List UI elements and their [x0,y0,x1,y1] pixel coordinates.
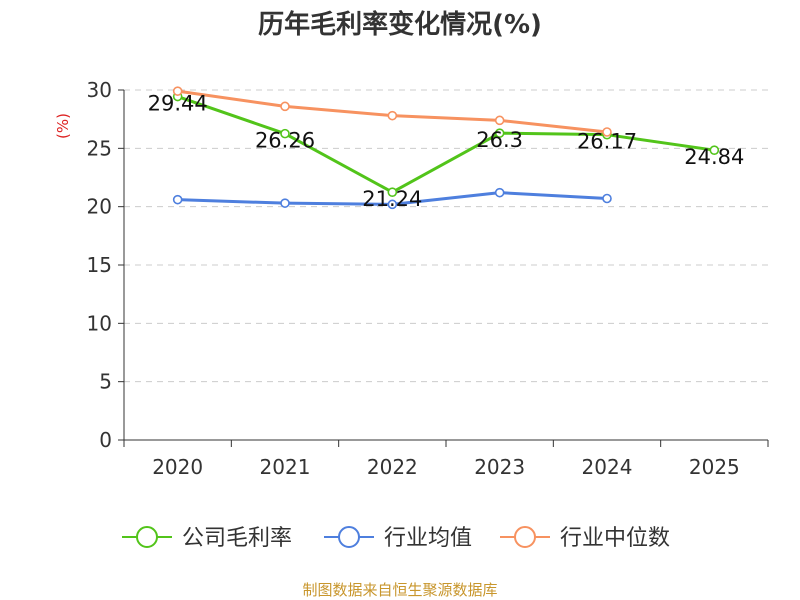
legend-label: 公司毛利率 [182,526,292,551]
data-point[interactable] [280,101,290,112]
x-tick-label: 2022 [367,455,418,479]
x-tick-label: 2023 [474,455,525,479]
data-labels: 29.44 26.26 21.24 26.3 26.17 24.84 [148,92,745,212]
series-line [177,95,715,194]
data-point[interactable] [387,110,398,121]
legend-marker [136,526,158,548]
data-label: 24.84 [684,145,744,169]
y-tick-label: 0 [99,428,112,452]
legend-label: 行业中位数 [560,526,670,551]
x-tick-label: 2021 [260,455,311,479]
data-point[interactable] [172,194,183,205]
y-tick-label: 5 [99,370,112,394]
y-tick-label: 10 [87,311,112,335]
series-lines [172,86,720,210]
gridlines [124,89,768,383]
data-point[interactable] [494,115,505,126]
data-label: 26.3 [476,128,523,152]
data-point[interactable] [709,145,720,155]
x-tick-label: 2024 [582,455,633,479]
x-tick-label: 2020 [152,455,203,479]
y-tick-label: 30 [87,78,112,102]
data-point[interactable] [602,127,612,137]
legend-item[interactable]: 行业均值 [324,526,472,551]
data-label: 26.26 [255,129,315,153]
legend-marker [514,526,536,548]
data-point[interactable] [387,187,398,197]
data-label: 21.24 [362,187,422,211]
data-point[interactable] [172,86,183,96]
data-point[interactable] [280,198,290,208]
x-tick-label: 2025 [689,455,740,479]
data-point[interactable] [494,128,505,138]
source-note: 制图数据来自恒生聚源数据库 [302,581,498,599]
y-axis-title: (%) [54,113,72,139]
data-label: 26.17 [577,130,637,154]
data-point[interactable] [280,128,290,139]
data-point[interactable] [494,187,505,198]
chart-title: 历年毛利率变化情况(%) [258,10,542,40]
data-point[interactable] [387,199,398,210]
y-tick-label: 15 [87,253,112,277]
legend-label: 行业均值 [384,526,472,551]
data-label: 29.44 [148,92,208,116]
y-tick-label: 25 [87,136,112,160]
legend-item[interactable]: 行业中位数 [500,526,670,551]
y-tick-label: 20 [87,195,112,219]
data-point[interactable] [602,193,612,204]
legend: 公司毛利率 行业均值 行业中位数 [122,526,670,551]
legend-marker [338,526,360,548]
legend-item[interactable]: 公司毛利率 [122,526,292,551]
